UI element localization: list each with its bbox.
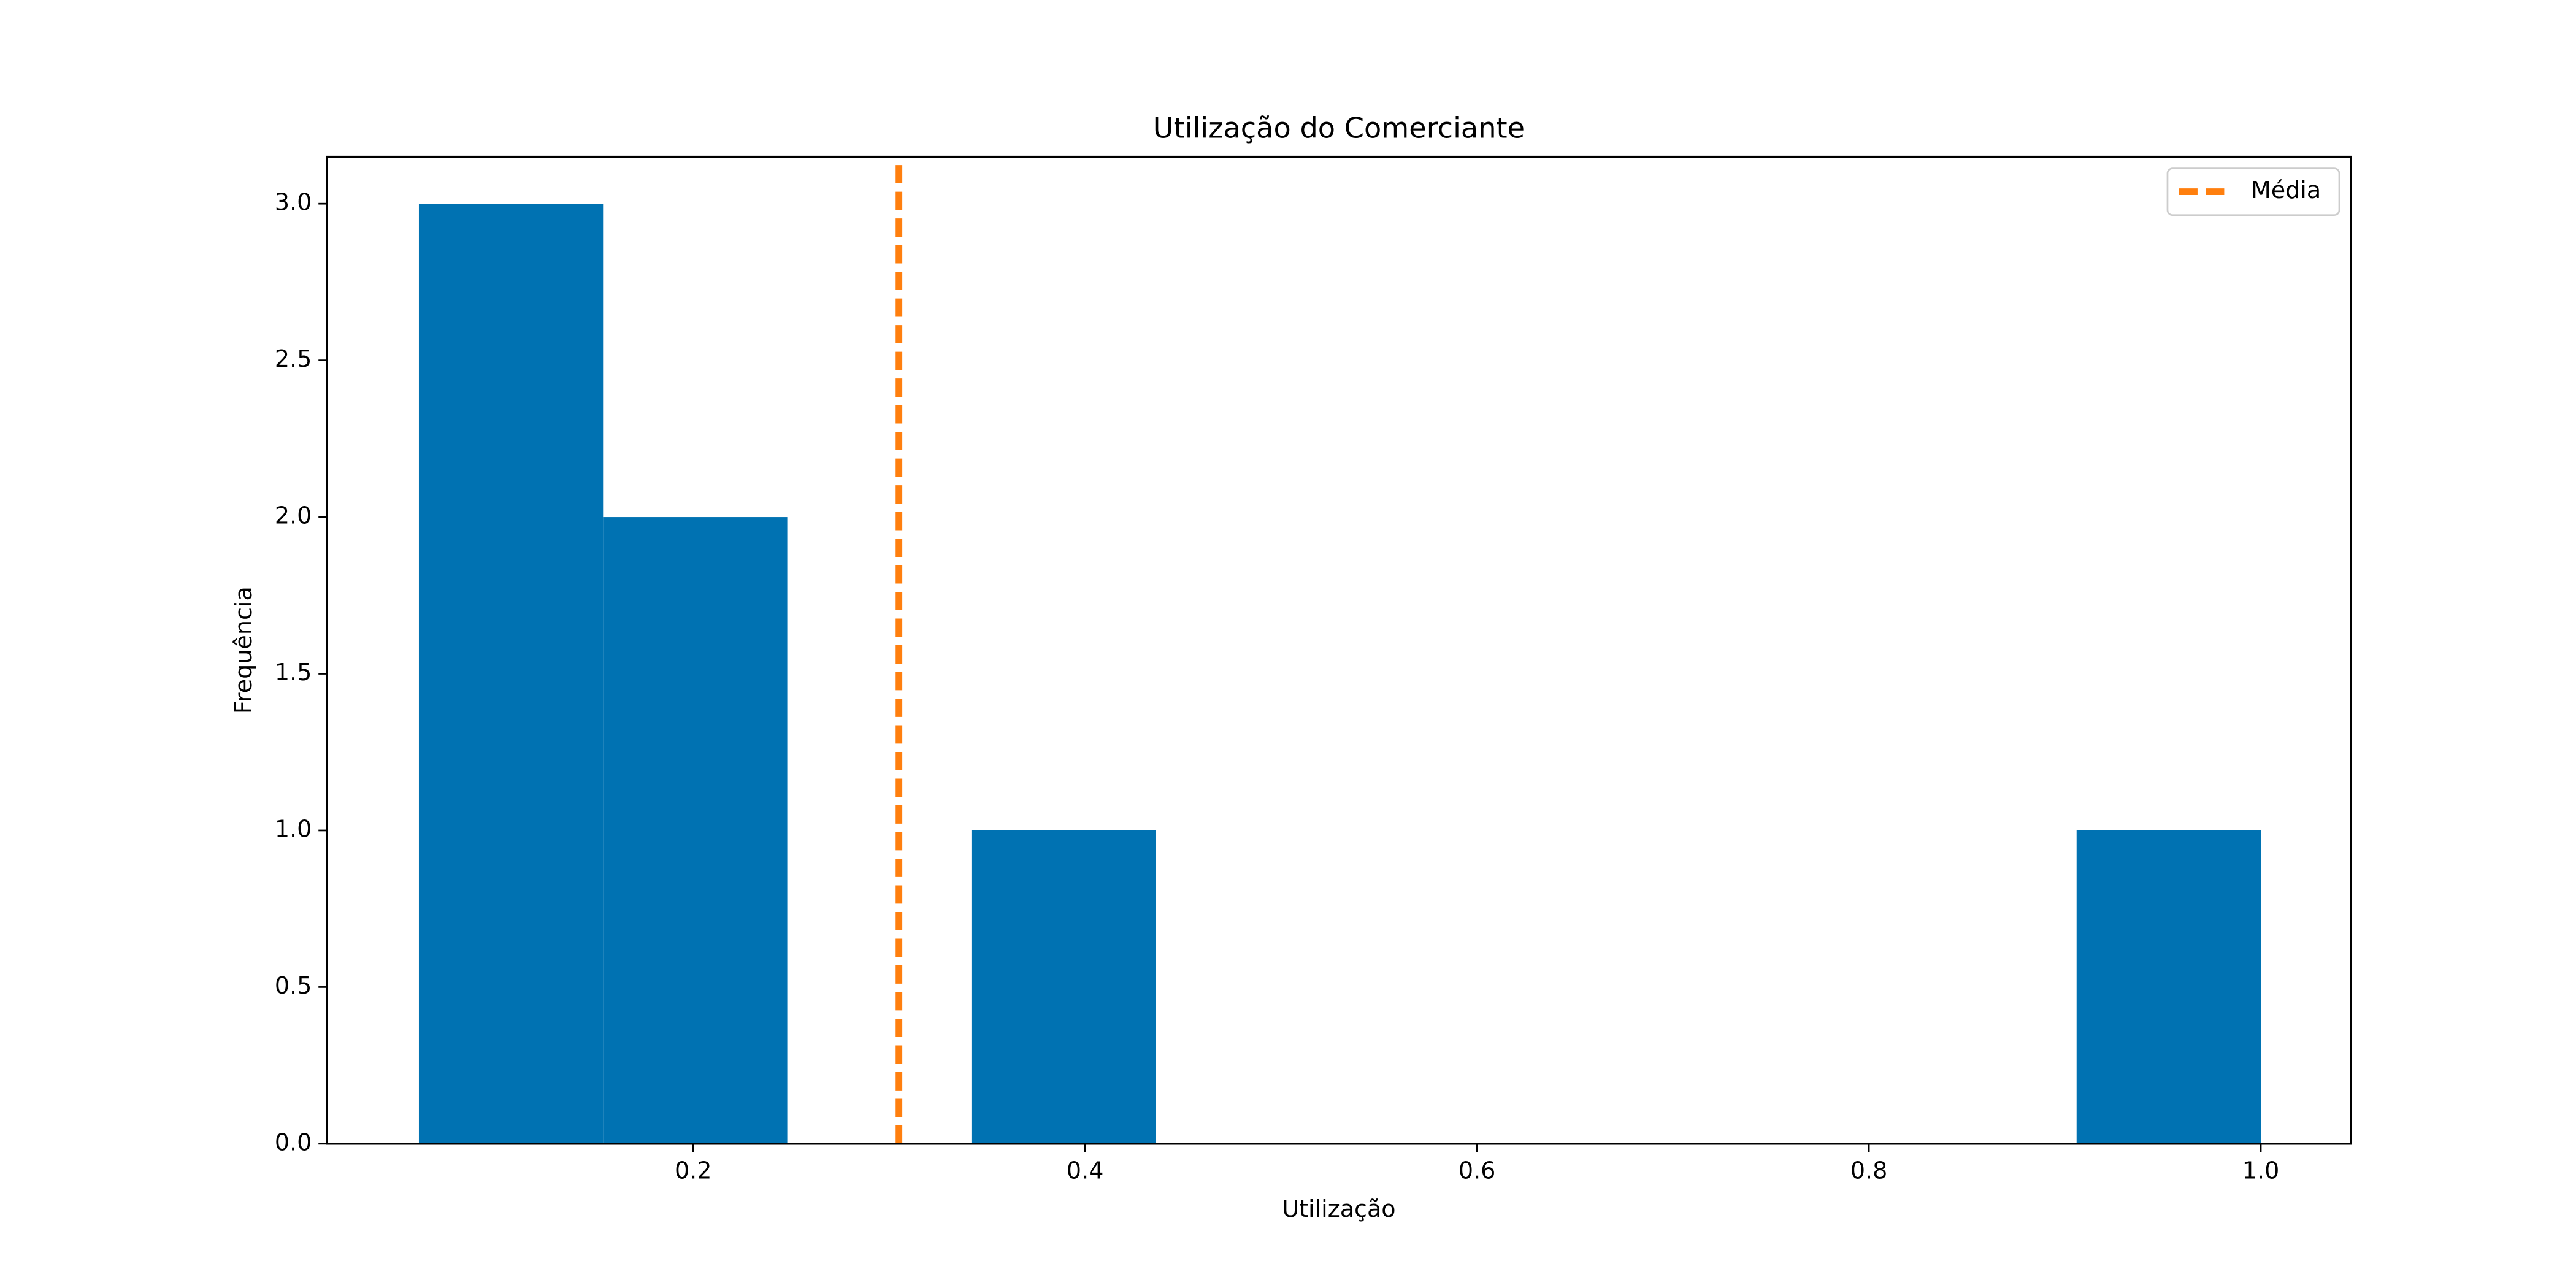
chart-title: Utilização do Comerciante [1153, 112, 1525, 145]
x-tick-label: 0.2 [675, 1157, 712, 1184]
y-tick-label: 3.0 [275, 189, 312, 216]
y-tick-label: 1.0 [275, 815, 312, 842]
y-tick-label: 2.5 [275, 345, 312, 372]
bar [971, 830, 1156, 1144]
plot-frame [326, 155, 2352, 1145]
bar [603, 517, 788, 1144]
legend-box [2166, 167, 2340, 217]
bar [418, 204, 604, 1144]
x-tick-label: 1.0 [2242, 1157, 2280, 1184]
x-tick-label: 0.8 [1850, 1157, 1888, 1184]
y-tick-label: 0.5 [275, 972, 312, 999]
y-tick-label: 1.5 [275, 659, 312, 686]
y-tick-label: 0.0 [275, 1129, 312, 1156]
legend-label: Média [2251, 177, 2321, 204]
y-tick-label: 2.0 [275, 502, 312, 529]
x-tick-label: 0.4 [1067, 1157, 1104, 1184]
y-axis-label: Frequência [230, 586, 257, 714]
x-tick-label: 0.6 [1459, 1157, 1496, 1184]
bar [2076, 830, 2261, 1144]
x-axis-label: Utilização [1282, 1195, 1395, 1222]
